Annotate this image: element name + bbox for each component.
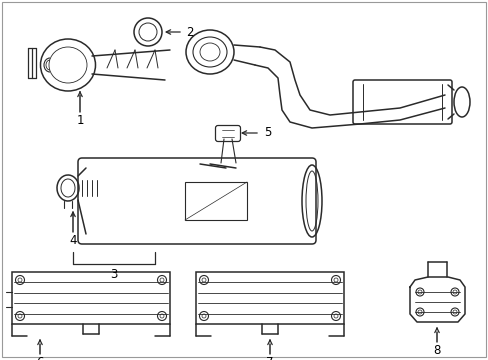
Text: 7: 7 — [265, 356, 273, 360]
Text: 2: 2 — [186, 26, 193, 39]
Bar — [184, 182, 246, 220]
Text: 8: 8 — [432, 343, 440, 356]
Text: 6: 6 — [36, 356, 43, 360]
Text: 3: 3 — [110, 267, 118, 280]
Text: 1: 1 — [76, 113, 83, 126]
Text: 4: 4 — [69, 234, 77, 247]
Text: 5: 5 — [264, 126, 271, 139]
